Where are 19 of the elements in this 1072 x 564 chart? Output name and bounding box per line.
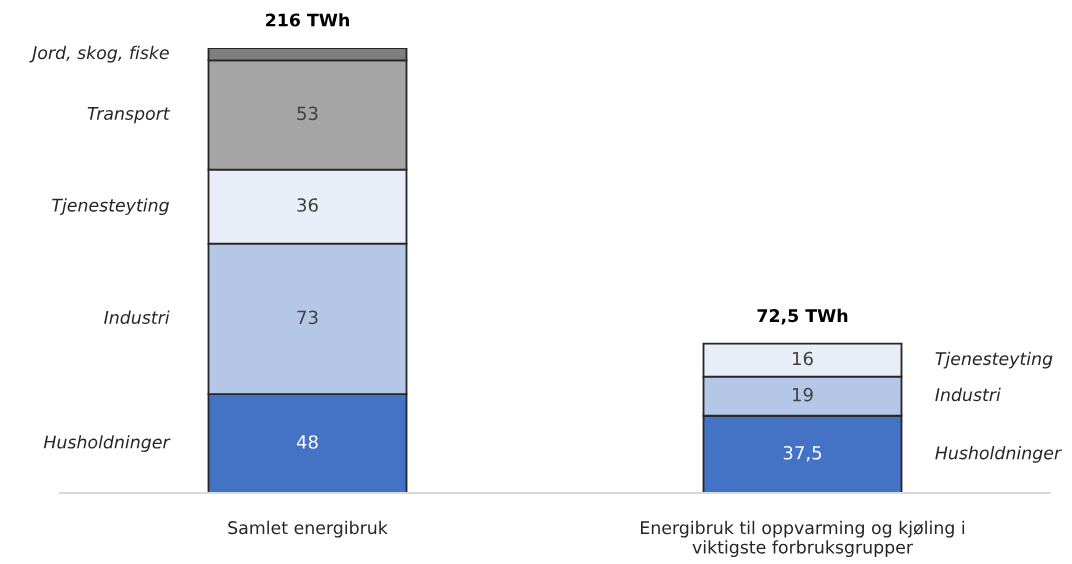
text: Tjenesteyting bbox=[52, 198, 169, 216]
text: Jord, skog, fiske bbox=[29, 45, 169, 63]
total-label: 72,5 TWh bbox=[757, 308, 848, 325]
text: Husholdninger bbox=[43, 435, 171, 452]
data-label: 16 bbox=[793, 351, 813, 366]
data-label: 19 bbox=[793, 387, 813, 402]
series-label: Tjenesteyting bbox=[935, 351, 1053, 369]
data-label: 48 bbox=[296, 435, 318, 449]
text: Transport bbox=[87, 107, 171, 124]
data-label: 36 bbox=[297, 198, 318, 212]
data-label: 73 bbox=[297, 310, 318, 325]
total-label: 216 TWh bbox=[266, 13, 349, 27]
text: Industri bbox=[104, 310, 170, 324]
series-label: Industri bbox=[935, 387, 1001, 402]
data-label: 37,5 bbox=[783, 445, 822, 462]
series-label: Husholdninger bbox=[935, 445, 1062, 463]
x-tick-label: Samlet energibruk bbox=[228, 520, 388, 538]
x-tick-label: Energibruk til oppvarming og kjøling i viktigste forbruksgrupper bbox=[641, 520, 965, 558]
data-label: 53 bbox=[297, 106, 318, 121]
